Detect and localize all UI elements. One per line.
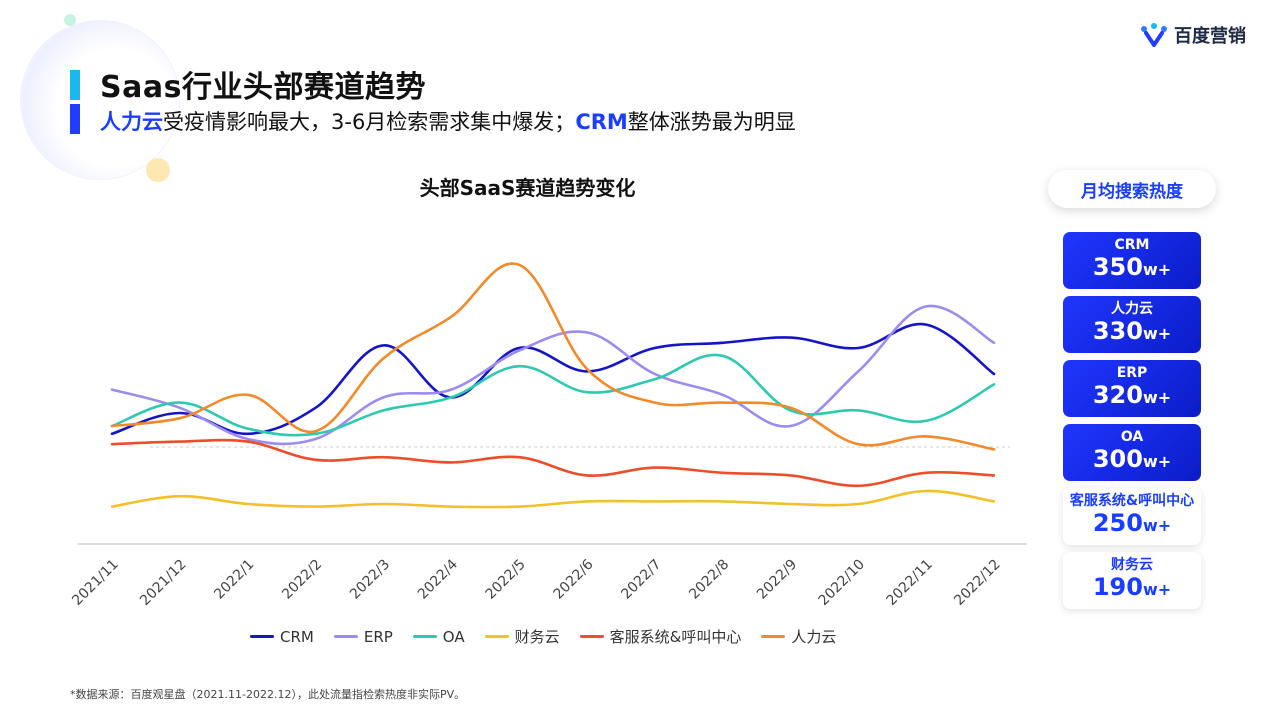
heat-card-value: 320w+: [1093, 381, 1171, 412]
legend-swatch: [333, 635, 358, 638]
heat-card-value: 250w+: [1093, 509, 1171, 540]
heat-card-value: 330w+: [1093, 317, 1171, 348]
heat-card-unit: w+: [1142, 324, 1172, 343]
heat-card: ERP 320w+: [1063, 360, 1201, 417]
heat-card-name: 人力云: [1111, 301, 1153, 317]
heat-card-unit: w+: [1142, 580, 1172, 599]
heat-card-value: 300w+: [1093, 445, 1171, 476]
brand-logo: 百度营销: [1140, 22, 1246, 48]
x-tick-label: 2021/12: [137, 556, 189, 608]
legend-label: ERP: [363, 627, 393, 646]
legend-swatch: [250, 635, 274, 638]
heat-card-name: 财务云: [1111, 557, 1153, 573]
decorative-dot: [64, 14, 76, 26]
chart-title: 头部SaaS赛道趋势变化: [419, 176, 636, 200]
x-tick-label: 2022/11: [883, 556, 935, 608]
legend-label: 财务云: [514, 628, 560, 646]
heat-card-name: 客服系统&呼叫中心: [1069, 493, 1195, 509]
subtitle-accent-bar: [70, 104, 80, 134]
heat-card-name: OA: [1120, 429, 1144, 445]
subtitle-highlight-hr-cloud: 人力云: [100, 110, 163, 134]
legend-label: 客服系统&呼叫中心: [609, 628, 742, 646]
x-tick-label: 2022/5: [483, 556, 529, 602]
legend-item: ERP: [333, 627, 393, 646]
heat-card: 客服系统&呼叫中心 250w+: [1063, 488, 1201, 545]
page-title: Saas行业头部赛道趋势: [100, 70, 426, 105]
heat-card: CRM 350w+: [1063, 232, 1201, 289]
legend-label: OA: [442, 627, 465, 646]
legend-swatch: [412, 635, 437, 638]
heat-card-unit: w+: [1142, 452, 1172, 471]
heat-card-unit: w+: [1142, 516, 1172, 535]
legend-item: 财务云: [484, 626, 560, 647]
x-tick-label: 2022/4: [415, 556, 461, 602]
side-panel-header: 月均搜索热度: [1048, 170, 1216, 208]
decorative-ring: [20, 20, 180, 180]
x-tick-label: 2021/11: [69, 556, 121, 608]
heat-card-number: 330: [1092, 317, 1143, 345]
title-accent-bar: [70, 70, 80, 100]
heat-card-number: 350: [1092, 253, 1143, 281]
series-line-4: [110, 438, 996, 488]
series-line-1: [110, 304, 996, 446]
series-line-5: [110, 262, 996, 451]
heat-card: 财务云 190w+: [1063, 552, 1201, 609]
heat-card-number: 250: [1092, 509, 1143, 537]
heat-card-number: 190: [1092, 573, 1143, 601]
chart-legend: CRM ERP OA 财务云 客服系统&呼叫中心 人力云: [250, 626, 836, 647]
baidu-marketing-logo-icon: [1141, 23, 1167, 47]
legend-label: CRM: [280, 627, 314, 646]
heat-card-name: CRM: [1114, 237, 1150, 253]
legend-item: CRM: [250, 628, 314, 646]
x-tick-label: 2022/1: [211, 556, 257, 602]
line-chart: 2021/11 2021/12 2022/1 2022/2 2022/3 2022/4 20…: [69, 262, 1027, 609]
legend-item: 客服系统&呼叫中心: [579, 626, 742, 647]
heat-card: OA 300w+: [1063, 424, 1201, 481]
x-tick-label: 2022/3: [347, 556, 393, 602]
x-tick-label: 2022/12: [951, 556, 1003, 608]
legend-swatch: [579, 635, 604, 638]
legend-swatch: [484, 635, 509, 638]
subtitle-highlight-crm: CRM: [575, 110, 628, 134]
legend-label: 人力云: [791, 628, 837, 646]
footnote: *数据来源：百度观星盘（2021.11-2022.12），此处流量指检索热度非实…: [70, 688, 466, 701]
heat-card-number: 300: [1092, 445, 1143, 473]
heat-card-value: 190w+: [1093, 573, 1171, 604]
series-line-2: [110, 353, 996, 437]
subtitle-text-end: 整体涨势最为明显: [627, 110, 796, 134]
heat-card: 人力云 330w+: [1063, 296, 1201, 353]
x-tick-label: 2022/8: [686, 556, 732, 602]
heat-card-value: 350w+: [1093, 253, 1171, 284]
series-line-3: [110, 489, 996, 509]
legend-swatch: [761, 635, 786, 638]
heat-card-unit: w+: [1142, 388, 1172, 407]
x-tick-label: 2022/2: [279, 556, 325, 602]
legend-item: 人力云: [761, 626, 836, 647]
subtitle-text: 受疫情影响最大，3-6月检索需求集中爆发；: [163, 110, 576, 134]
heat-card-name: ERP: [1116, 365, 1148, 381]
heat-card-unit: w+: [1142, 260, 1172, 279]
heat-card-number: 320: [1092, 381, 1143, 409]
page-subtitle: 人力云受疫情影响最大，3-6月检索需求集中爆发；CRM整体涨势最为明显: [100, 106, 796, 136]
legend-item: OA: [412, 627, 465, 646]
brand-logo-text: 百度营销: [1174, 26, 1246, 47]
x-tick-label: 2022/9: [754, 556, 800, 602]
x-tick-label: 2022/6: [551, 556, 597, 602]
x-tick-label: 2022/7: [618, 556, 664, 602]
decorative-dot: [146, 158, 170, 182]
x-tick-label: 2022/10: [816, 556, 868, 608]
